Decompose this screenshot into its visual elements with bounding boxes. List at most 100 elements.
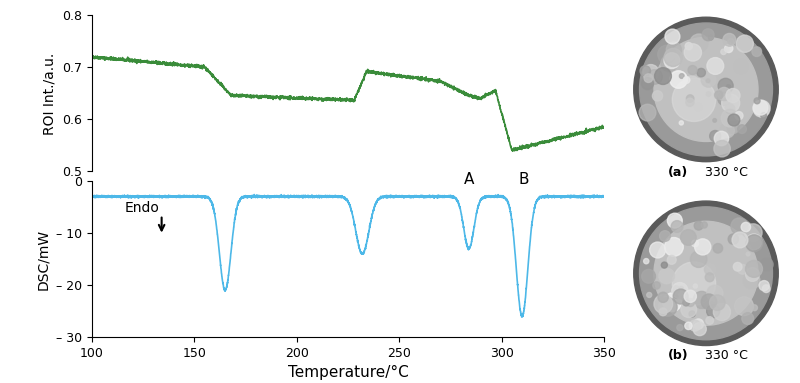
- Circle shape: [658, 292, 668, 303]
- Circle shape: [654, 68, 671, 85]
- Circle shape: [734, 59, 748, 74]
- Circle shape: [664, 53, 680, 69]
- Circle shape: [734, 297, 754, 316]
- Circle shape: [662, 262, 667, 268]
- Circle shape: [686, 98, 694, 106]
- Circle shape: [667, 255, 676, 264]
- Circle shape: [713, 244, 722, 253]
- Circle shape: [722, 110, 738, 127]
- Circle shape: [690, 320, 701, 331]
- Circle shape: [659, 308, 667, 316]
- Circle shape: [639, 104, 656, 121]
- Circle shape: [684, 44, 702, 61]
- Circle shape: [761, 258, 773, 271]
- Circle shape: [642, 269, 655, 283]
- Circle shape: [671, 221, 683, 232]
- Circle shape: [694, 221, 703, 230]
- Circle shape: [679, 121, 683, 125]
- Circle shape: [642, 77, 654, 90]
- Circle shape: [666, 42, 682, 57]
- Circle shape: [672, 262, 716, 305]
- Circle shape: [674, 289, 682, 296]
- Circle shape: [725, 47, 729, 52]
- Circle shape: [714, 131, 729, 146]
- Circle shape: [728, 114, 740, 126]
- Circle shape: [702, 29, 714, 41]
- Circle shape: [639, 23, 773, 156]
- Circle shape: [679, 286, 683, 290]
- X-axis label: Temperature/°C: Temperature/°C: [288, 365, 408, 380]
- Circle shape: [674, 289, 688, 304]
- Circle shape: [706, 273, 714, 282]
- Circle shape: [762, 285, 770, 293]
- Circle shape: [694, 284, 698, 288]
- Circle shape: [694, 239, 711, 255]
- Circle shape: [684, 290, 697, 303]
- Circle shape: [721, 49, 726, 54]
- Circle shape: [710, 295, 725, 310]
- Circle shape: [697, 68, 706, 77]
- Circle shape: [654, 221, 758, 325]
- Circle shape: [679, 74, 684, 79]
- Circle shape: [643, 65, 659, 80]
- Circle shape: [686, 95, 694, 102]
- Circle shape: [725, 44, 733, 52]
- Circle shape: [650, 242, 666, 258]
- Circle shape: [725, 104, 735, 114]
- Circle shape: [718, 92, 731, 106]
- Circle shape: [751, 305, 758, 311]
- Circle shape: [681, 230, 696, 245]
- Circle shape: [726, 85, 731, 89]
- Circle shape: [706, 79, 710, 83]
- Circle shape: [670, 71, 687, 88]
- Circle shape: [726, 88, 740, 103]
- Circle shape: [639, 207, 773, 340]
- Circle shape: [722, 94, 740, 112]
- Circle shape: [745, 224, 762, 241]
- Circle shape: [754, 100, 770, 117]
- Circle shape: [653, 282, 660, 289]
- Circle shape: [746, 260, 762, 277]
- Circle shape: [754, 98, 760, 104]
- Circle shape: [746, 234, 762, 250]
- Circle shape: [658, 298, 677, 316]
- Circle shape: [677, 324, 683, 331]
- Circle shape: [685, 43, 692, 50]
- Text: (a): (a): [668, 165, 689, 178]
- Circle shape: [706, 317, 714, 324]
- Circle shape: [753, 100, 768, 115]
- Circle shape: [671, 286, 679, 294]
- Circle shape: [707, 306, 718, 316]
- Circle shape: [728, 39, 734, 44]
- Circle shape: [661, 55, 678, 72]
- Circle shape: [683, 300, 690, 306]
- Circle shape: [640, 66, 650, 76]
- Circle shape: [705, 264, 715, 275]
- Circle shape: [689, 311, 695, 317]
- Circle shape: [690, 251, 707, 267]
- Circle shape: [672, 78, 716, 121]
- Circle shape: [693, 291, 710, 308]
- Circle shape: [726, 85, 730, 89]
- Circle shape: [713, 119, 717, 122]
- Circle shape: [685, 76, 699, 90]
- Circle shape: [746, 235, 762, 252]
- Circle shape: [658, 45, 676, 64]
- Circle shape: [732, 232, 748, 248]
- Circle shape: [735, 111, 743, 120]
- Circle shape: [727, 121, 739, 134]
- Circle shape: [659, 268, 674, 284]
- Circle shape: [644, 74, 653, 82]
- Circle shape: [634, 201, 778, 345]
- Circle shape: [665, 29, 680, 44]
- Circle shape: [694, 319, 703, 329]
- Circle shape: [746, 268, 759, 282]
- Circle shape: [706, 92, 711, 96]
- Circle shape: [694, 103, 702, 111]
- Circle shape: [644, 259, 649, 264]
- Circle shape: [653, 91, 662, 101]
- Circle shape: [761, 113, 766, 118]
- Y-axis label: DSC/mW: DSC/mW: [37, 228, 50, 290]
- Circle shape: [654, 38, 758, 141]
- Circle shape: [672, 283, 688, 299]
